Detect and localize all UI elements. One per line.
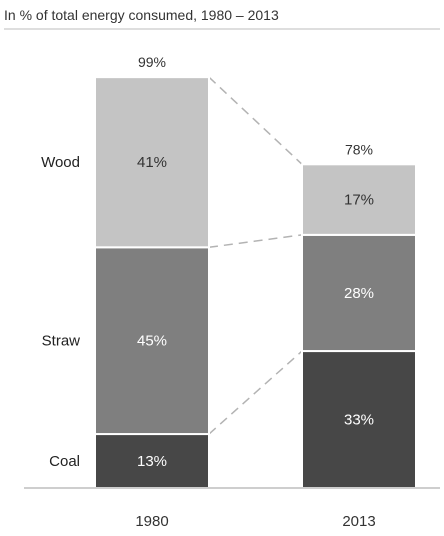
bar-straw-1980 — [94, 246, 210, 436]
total-label-1980: 99% — [138, 54, 166, 70]
bars — [94, 76, 417, 489]
series-label-coal: Coal — [49, 453, 80, 470]
connector-line-2 — [208, 234, 303, 249]
bar-coal-2013 — [301, 350, 417, 489]
data-label-straw-2013: 28% — [344, 285, 374, 302]
connector-lines — [208, 76, 303, 435]
labels: 13% 45% 41% 99% 1980 33% 28% 17% 78% 2013 Coal Stra… — [41, 54, 376, 530]
chart-title: In % of total energy consumed, 1980 – 20… — [4, 7, 279, 23]
data-label-coal-1980: 13% — [137, 453, 167, 470]
connector-line-1 — [208, 350, 303, 435]
data-label-wood-1980: 41% — [137, 154, 167, 171]
series-label-straw: Straw — [42, 333, 81, 350]
bar-straw-2013 — [301, 233, 417, 353]
series-label-wood: Wood — [41, 154, 80, 171]
bar-wood-2013 — [301, 163, 417, 236]
data-label-coal-2013: 33% — [344, 412, 374, 429]
category-label-1980: 1980 — [135, 513, 168, 530]
connector-line-3 — [208, 76, 303, 165]
data-label-straw-1980: 45% — [137, 333, 167, 350]
bar-wood-1980 — [94, 76, 210, 249]
data-label-wood-2013: 17% — [344, 192, 374, 209]
total-label-2013: 78% — [345, 141, 373, 157]
category-label-2013: 2013 — [342, 513, 375, 530]
